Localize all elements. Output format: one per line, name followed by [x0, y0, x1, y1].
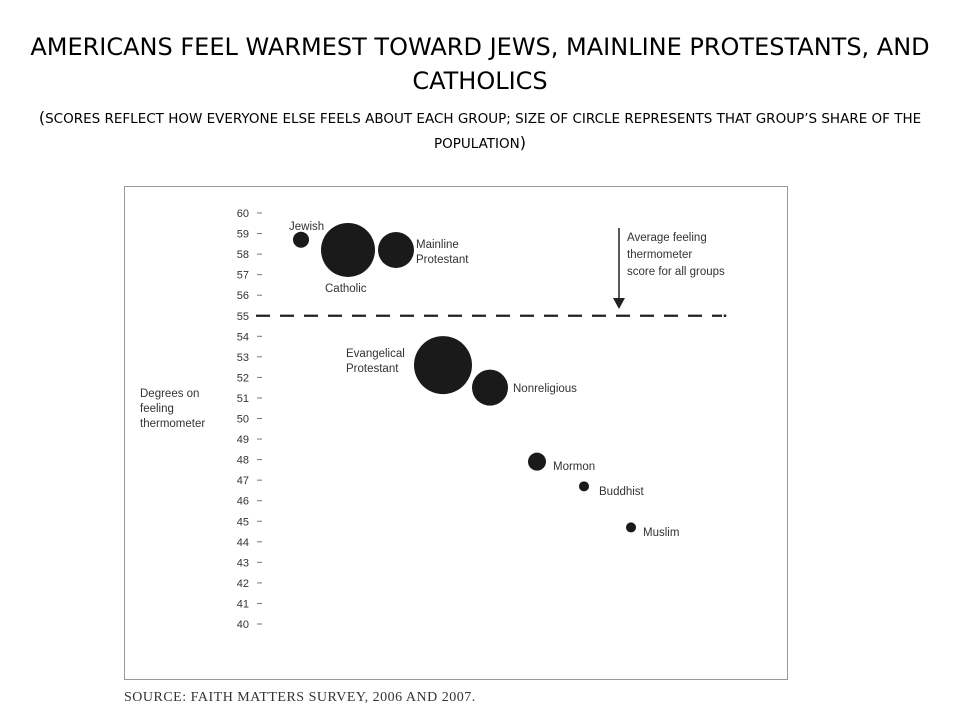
y-tick-label-52: 52 — [237, 372, 249, 384]
y-tick-label-59: 59 — [237, 229, 249, 241]
y-tick-label-45: 45 — [237, 516, 249, 528]
subtitle-close-paren: ) — [519, 133, 526, 152]
point-label-evangelical-protestant: Evangelical Protestant — [346, 348, 405, 375]
point-jewish — [293, 231, 309, 248]
chart-title: AMERICANS FEEL WARMEST TOWARD JEWS, MAIN… — [30, 33, 930, 95]
point-label-catholic: Catholic — [325, 283, 367, 295]
y-tick-label-48: 48 — [237, 455, 249, 467]
y-tick-label-40: 40 — [237, 619, 249, 631]
y-tick-label-60: 60 — [237, 208, 249, 220]
y-tick-label-54: 54 — [237, 331, 249, 343]
y-tick-label-51: 51 — [237, 393, 249, 405]
point-evangelical-protestant — [414, 336, 472, 395]
y-tick-label-58: 58 — [237, 249, 249, 261]
y-tick-label-53: 53 — [237, 352, 249, 364]
y-tick-label-49: 49 — [237, 434, 249, 446]
point-label-muslim: Muslim — [643, 527, 679, 539]
y-tick-label-44: 44 — [237, 537, 249, 549]
data-points: Jewish Catholic Mainline Protestant Evangeli… — [289, 221, 679, 539]
point-buddhist — [579, 481, 589, 492]
source-note: SOURCE: FAITH MATTERS SURVEY, 2006 AND 2… — [124, 690, 476, 705]
y-tick-label-50: 50 — [237, 414, 249, 426]
point-mormon — [528, 452, 546, 471]
point-label-jewish: Jewish — [289, 221, 324, 233]
y-tick-label-57: 57 — [237, 270, 249, 282]
y-axis: 40 41 42 43 44 45 46 47 48 49 50 51 52 53 54 55 56 57 58 59… — [237, 208, 262, 631]
y-axis-title: Degrees on feeling thermometer — [140, 388, 205, 430]
y-tick-label-42: 42 — [237, 578, 249, 590]
point-muslim — [626, 522, 636, 533]
average-line-label: Average feeling thermometer score for all … — [627, 232, 725, 278]
subtitle-text: SCORES REFLECT HOW EVERYONE ELSE FEELS A… — [45, 111, 922, 152]
point-label-mainline-protestant: Mainline Protestant — [416, 239, 469, 266]
chart-frame — [124, 186, 788, 680]
y-tick-label-46: 46 — [237, 496, 249, 508]
subtitle-open-paren: ( — [38, 108, 46, 127]
point-mainline-protestant — [378, 231, 414, 268]
y-tick-label-55: 55 — [237, 311, 249, 323]
point-nonreligious — [472, 369, 508, 406]
y-tick-label-47: 47 — [237, 475, 249, 487]
average-line-endpoint — [723, 314, 727, 318]
y-axis-label: Degrees on feeling thermometer — [140, 388, 205, 430]
average-line-group: Average feeling thermometer score for all … — [256, 228, 727, 318]
point-label-nonreligious: Nonreligious — [513, 383, 577, 395]
point-label-mormon: Mormon — [553, 461, 595, 473]
average-arrow-head — [613, 298, 625, 309]
y-tick-label-41: 41 — [237, 598, 249, 610]
chart-subtitle: (SCORES REFLECT HOW EVERYONE ELSE FEELS … — [10, 106, 950, 156]
point-label-buddhist: Buddhist — [599, 486, 645, 498]
y-tick-label-56: 56 — [237, 290, 249, 302]
point-catholic — [321, 222, 375, 277]
y-tick-label-43: 43 — [237, 557, 249, 569]
